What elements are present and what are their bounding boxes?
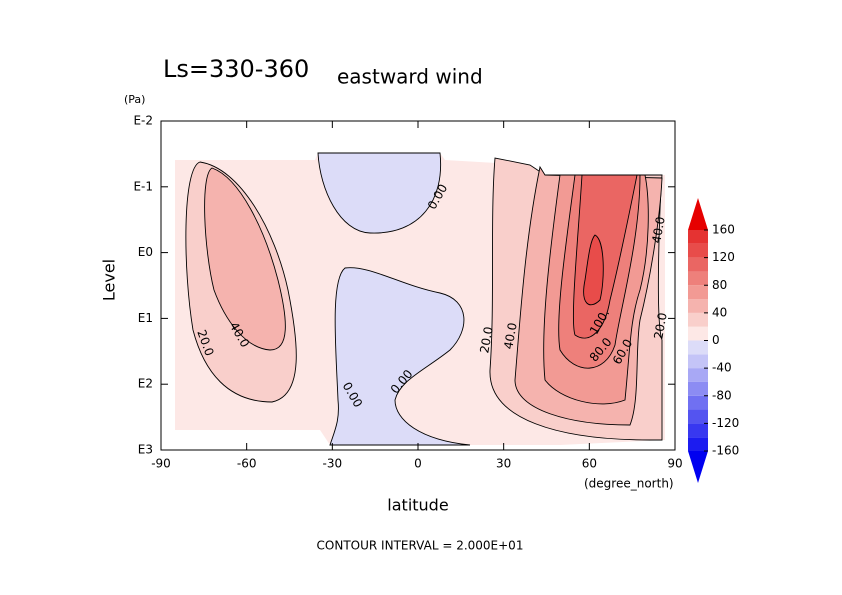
x-tick-label: -90 (151, 457, 171, 471)
colorbar-bin (688, 299, 708, 313)
contour-label: 40.0 (501, 322, 519, 351)
chart-subtitle: eastward wind (337, 65, 483, 89)
y-unit: (Pa) (124, 93, 145, 106)
colorbar-bin (688, 395, 708, 410)
colorbar-bin (688, 423, 708, 438)
colorbar-bin (688, 354, 708, 369)
x-tick-label: -60 (237, 457, 257, 471)
footer: CONTOUR INTERVAL = 2.000E+01 (317, 539, 524, 553)
colorbar-extension-low (688, 451, 708, 483)
contour-field (175, 152, 665, 446)
colorbar-tick-label: -120 (712, 416, 739, 430)
colorbar-tick-label: -80 (712, 388, 732, 402)
region (583, 234, 604, 306)
contour-label: 40.0 (649, 216, 667, 245)
y-tick-label: E1 (138, 311, 153, 325)
colorbar-bin (688, 409, 708, 424)
y-tick-label: E-2 (133, 114, 153, 128)
y-tick-label: E-1 (133, 179, 153, 193)
chart-title: Ls=330-360 (163, 55, 309, 83)
colorbar-bin (688, 312, 708, 327)
colorbar-tick-label: -160 (712, 444, 739, 458)
x-tick-label: 60 (582, 457, 597, 471)
colorbar-tick-label: -40 (712, 361, 732, 375)
colorbar-extension-high (688, 198, 708, 230)
y-tick-label: E2 (138, 377, 153, 391)
colorbar-tick-label: 160 (712, 223, 735, 237)
x-unit: (degree_north) (584, 477, 674, 491)
region (317, 152, 442, 234)
x-tick-label: 90 (667, 457, 682, 471)
colorbar-bin (688, 326, 708, 341)
colorbar-bin (688, 285, 708, 300)
colorbar-bin (688, 243, 708, 258)
colorbar-tick-label: 120 (712, 250, 735, 264)
colorbar-tick-label: 40 (712, 305, 727, 319)
colorbar-bin (688, 271, 708, 286)
contour-label: 20.0 (651, 312, 669, 341)
x-tick-label: 0 (414, 457, 422, 471)
region (204, 167, 286, 351)
colorbar-tick-label: 80 (712, 278, 727, 292)
region (329, 267, 471, 446)
y-tick-label: E3 (138, 443, 153, 457)
colorbar-bin (688, 368, 708, 382)
y-axis-label: Level (100, 259, 119, 301)
colorbar-bin (688, 257, 708, 272)
colorbar-tick-label: 0 (712, 333, 720, 347)
contour-label: 20.0 (477, 326, 495, 355)
colorbar-bin (688, 340, 708, 355)
y-tick-label: E0 (138, 245, 153, 259)
x-tick-label: -30 (323, 457, 343, 471)
x-axis-label: latitude (387, 496, 448, 515)
colorbar-bin (688, 381, 708, 396)
colorbar-bin (688, 230, 708, 244)
x-tick-label: 30 (496, 457, 511, 471)
colorbar-bin (688, 437, 708, 451)
